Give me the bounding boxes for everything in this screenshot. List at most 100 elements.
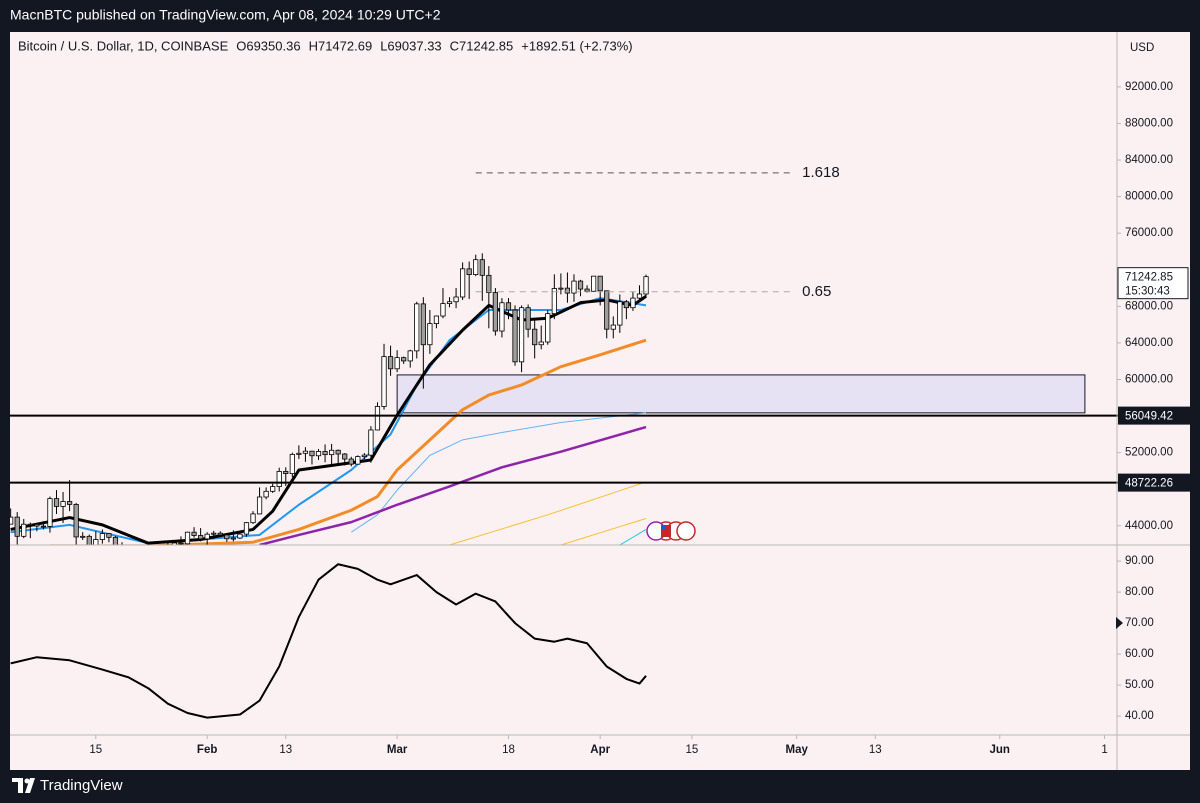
candle-body xyxy=(591,275,597,292)
x-tick-label: Jun xyxy=(990,744,1010,756)
price-pane: 1.618 0.65 xyxy=(10,164,1117,545)
candle-body xyxy=(276,470,282,487)
zone xyxy=(396,374,1086,414)
candle-body xyxy=(505,302,512,311)
candle-body xyxy=(427,323,433,346)
candle-body xyxy=(322,451,328,456)
currency-box[interactable] xyxy=(1121,38,1165,58)
indicator-line xyxy=(449,481,647,545)
y-tick-label: 70.00 xyxy=(1125,617,1154,629)
candle-body xyxy=(53,498,60,507)
candle-body xyxy=(93,539,99,545)
y-tick-label: 64000.00 xyxy=(1125,337,1173,349)
y-tick-label: 40.00 xyxy=(1125,710,1154,722)
candle-body xyxy=(47,498,53,527)
candle-body xyxy=(518,307,525,363)
candle-body xyxy=(256,496,263,515)
x-tick-label: Mar xyxy=(387,744,408,756)
flag-icon xyxy=(661,525,666,530)
candle-body xyxy=(368,429,374,456)
candle-body xyxy=(289,453,295,474)
candle-body xyxy=(473,259,479,276)
candle-body xyxy=(80,535,86,538)
candle-body xyxy=(112,536,119,545)
y-tick-label: 44000.00 xyxy=(1125,520,1173,532)
candle-body xyxy=(191,531,197,536)
ohlc-value: O69350.36 xyxy=(236,38,300,53)
candle-body xyxy=(60,501,66,507)
symbol-title: Bitcoin / U.S. Dollar, 1D, COINBASE xyxy=(18,38,229,53)
candle-body xyxy=(623,301,629,309)
candle-body xyxy=(617,301,623,326)
price-level-box xyxy=(1118,406,1190,425)
price-level-label: 48722.26 xyxy=(1125,478,1173,490)
x-tick-label: Feb xyxy=(197,744,217,756)
candle-body xyxy=(329,449,335,456)
candle-body xyxy=(610,324,616,330)
last-price-box xyxy=(1117,267,1189,300)
candle-body xyxy=(283,470,289,474)
candle-body xyxy=(401,357,407,362)
candle-body xyxy=(217,532,223,536)
price-level-label: 56049.42 xyxy=(1125,411,1173,423)
candle-body xyxy=(532,328,538,346)
candle-body xyxy=(315,451,322,457)
fib-label: 0.65 xyxy=(802,283,831,300)
x-tick-label: 13 xyxy=(279,744,292,756)
event-icons xyxy=(646,521,696,541)
candle-body xyxy=(302,450,309,454)
ohlc-value: H71472.69 xyxy=(309,38,373,53)
axis-pointer xyxy=(1116,617,1123,629)
x-tick-label: 13 xyxy=(869,744,882,756)
y-tick-label: 60000.00 xyxy=(1125,374,1173,386)
candle-body xyxy=(14,516,20,537)
candle-body xyxy=(407,350,413,362)
candle-body xyxy=(577,280,584,290)
indicator-line xyxy=(259,425,647,545)
candle-body xyxy=(309,450,315,457)
ohlc-value: L69037.33 xyxy=(380,38,441,53)
candle-body xyxy=(636,293,643,299)
candle-body xyxy=(433,315,440,325)
candle-body xyxy=(106,533,112,538)
candle-body xyxy=(597,275,603,292)
publish-header: MacnBTC published on TradingView.com, Ap… xyxy=(10,7,441,23)
y-tick-label: 92000.00 xyxy=(1125,81,1173,93)
candle-body xyxy=(479,259,485,276)
candle-body xyxy=(440,303,446,317)
oscillator-pane xyxy=(10,563,647,719)
y-tick-label: 52000.00 xyxy=(1125,447,1173,459)
candle-body xyxy=(99,533,105,540)
last-price: 71242.85 xyxy=(1125,272,1173,284)
candle-body xyxy=(224,534,230,540)
indicator-line xyxy=(10,563,647,719)
candle-body xyxy=(230,537,236,540)
candle-body xyxy=(499,302,505,332)
y-tick-label: 68000.00 xyxy=(1125,300,1173,312)
event-icon[interactable] xyxy=(676,521,696,541)
currency: USD xyxy=(1130,42,1154,54)
candle-body xyxy=(250,513,256,524)
candle-body xyxy=(466,268,472,276)
candle-body xyxy=(296,452,302,455)
candle-body xyxy=(584,288,590,292)
y-tick-label: 80000.00 xyxy=(1125,191,1173,203)
indicator-line xyxy=(560,518,647,545)
x-tick-label: 15 xyxy=(685,744,698,756)
candle-body xyxy=(486,274,492,294)
candle-body xyxy=(394,357,400,370)
ohlc-value: +1892.51 (+2.73%) xyxy=(521,38,632,53)
candle-body xyxy=(381,356,387,407)
fib-label: 1.618 xyxy=(802,164,840,181)
brand-logo xyxy=(24,778,30,784)
y-tick-label: 76000.00 xyxy=(1125,227,1173,239)
candle-body xyxy=(67,501,73,505)
candle-body xyxy=(270,486,276,492)
candle-body xyxy=(178,542,184,545)
candle-body xyxy=(342,453,348,460)
y-tick-label: 60.00 xyxy=(1125,648,1154,660)
candle-body xyxy=(551,288,557,315)
